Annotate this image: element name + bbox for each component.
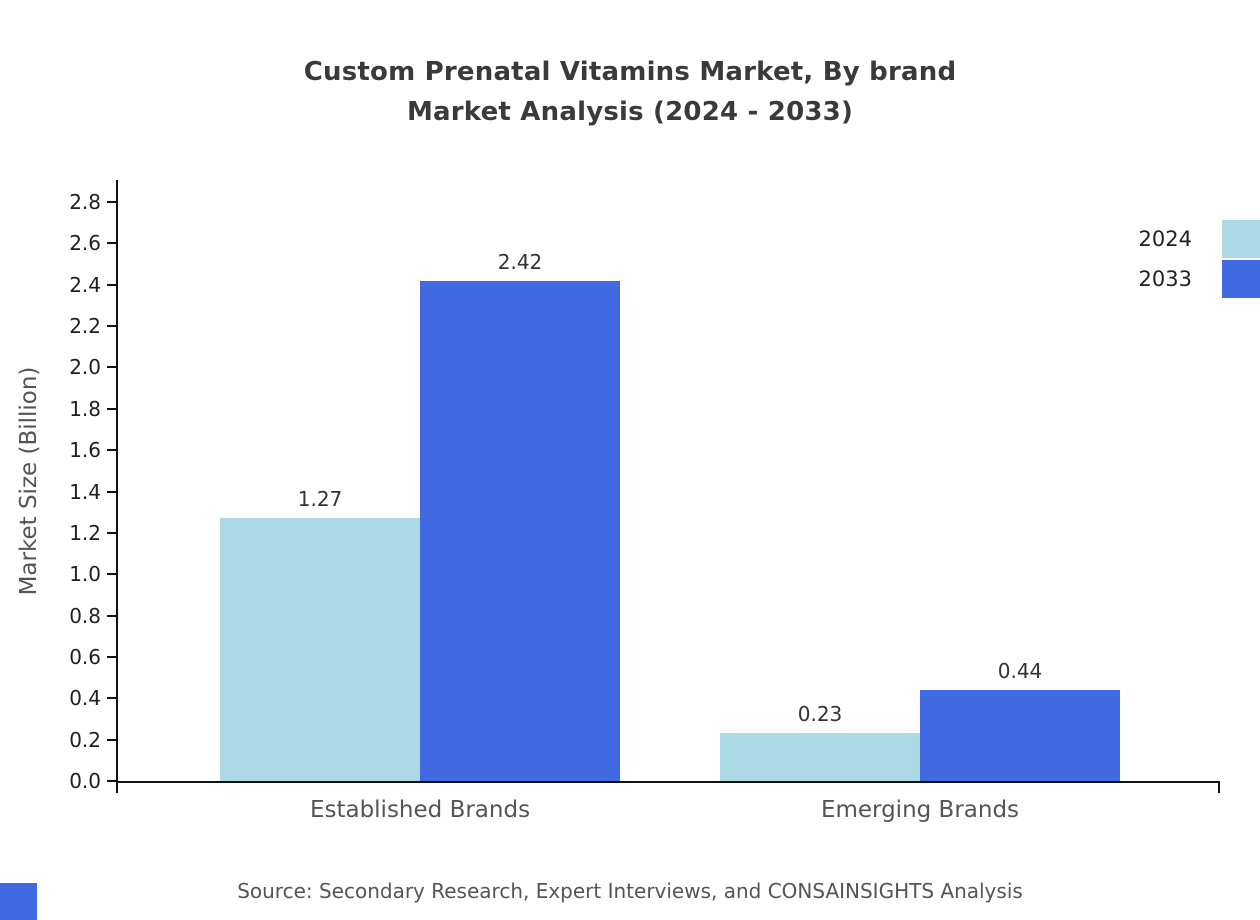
y-tick xyxy=(107,780,116,782)
y-tick-label: 0.8 xyxy=(69,603,101,628)
x-axis-line xyxy=(116,781,1220,783)
legend-swatch-2033 xyxy=(1222,260,1260,298)
bar-value-label: 2.42 xyxy=(497,249,543,274)
y-tick-label: 1.2 xyxy=(69,520,101,545)
y-tick-label: 1.4 xyxy=(69,479,101,504)
legend-item-2033: 2033 xyxy=(1139,260,1260,298)
y-tick-label: 0.6 xyxy=(69,644,101,669)
y-tick xyxy=(107,242,116,245)
y-tick xyxy=(107,325,116,328)
y-tick-label: 2.8 xyxy=(69,190,101,214)
y-tick xyxy=(107,490,116,493)
y-tick-label: 2.0 xyxy=(69,355,101,380)
bar-2033-established-brands xyxy=(420,280,620,781)
bar-value-label: 0.44 xyxy=(997,659,1043,683)
legend-label-2033: 2033 xyxy=(1138,267,1192,291)
bar-value-label: 1.27 xyxy=(297,487,343,512)
legend-item-2024: 2024 xyxy=(1139,220,1260,258)
y-tick xyxy=(107,614,116,617)
y-tick xyxy=(107,283,116,286)
legend: 2024 2033 xyxy=(1139,220,1260,298)
bar-2024-emerging-brands xyxy=(720,733,920,781)
y-tick xyxy=(107,531,116,534)
corner-accent xyxy=(0,883,37,920)
y-tick-label: 1.6 xyxy=(69,438,101,463)
x-category-label: Emerging Brands xyxy=(820,797,1020,823)
y-tick-label: 2.4 xyxy=(69,272,101,297)
y-tick xyxy=(107,366,116,369)
bar-2033-emerging-brands xyxy=(920,690,1120,781)
y-tick-label: 0.2 xyxy=(69,727,101,752)
chart-title-line1: Custom Prenatal Vitamins Market, By bran… xyxy=(303,57,957,87)
y-tick xyxy=(107,738,116,741)
bar-2024-established-brands xyxy=(220,518,420,781)
y-tick xyxy=(107,449,116,452)
y-tick xyxy=(107,573,116,576)
y-tick xyxy=(107,655,116,658)
y-tick-label: 0.0 xyxy=(69,769,101,793)
y-tick-label: 1.8 xyxy=(69,396,101,421)
y-tick-label: 0.4 xyxy=(69,686,101,711)
chart-title-line2: Market Analysis (2024 - 2033) xyxy=(406,97,854,127)
x-axis-end-tick xyxy=(1218,781,1220,793)
y-axis-line xyxy=(116,180,118,793)
y-tick-label: 2.6 xyxy=(69,231,101,256)
bar-value-label: 0.23 xyxy=(797,702,843,727)
x-category-label: Established Brands xyxy=(309,797,531,823)
legend-label-2024: 2024 xyxy=(1138,227,1192,251)
legend-swatch-2024 xyxy=(1222,220,1260,258)
y-tick xyxy=(107,201,116,203)
source-note: Source: Secondary Research, Expert Inter… xyxy=(237,879,1023,903)
y-tick-label: 2.2 xyxy=(69,314,101,339)
y-tick xyxy=(107,697,116,700)
chart-title: Custom Prenatal Vitamins Market, By bran… xyxy=(0,52,1260,132)
y-tick-label: 1.0 xyxy=(69,562,101,587)
y-tick xyxy=(107,407,116,410)
